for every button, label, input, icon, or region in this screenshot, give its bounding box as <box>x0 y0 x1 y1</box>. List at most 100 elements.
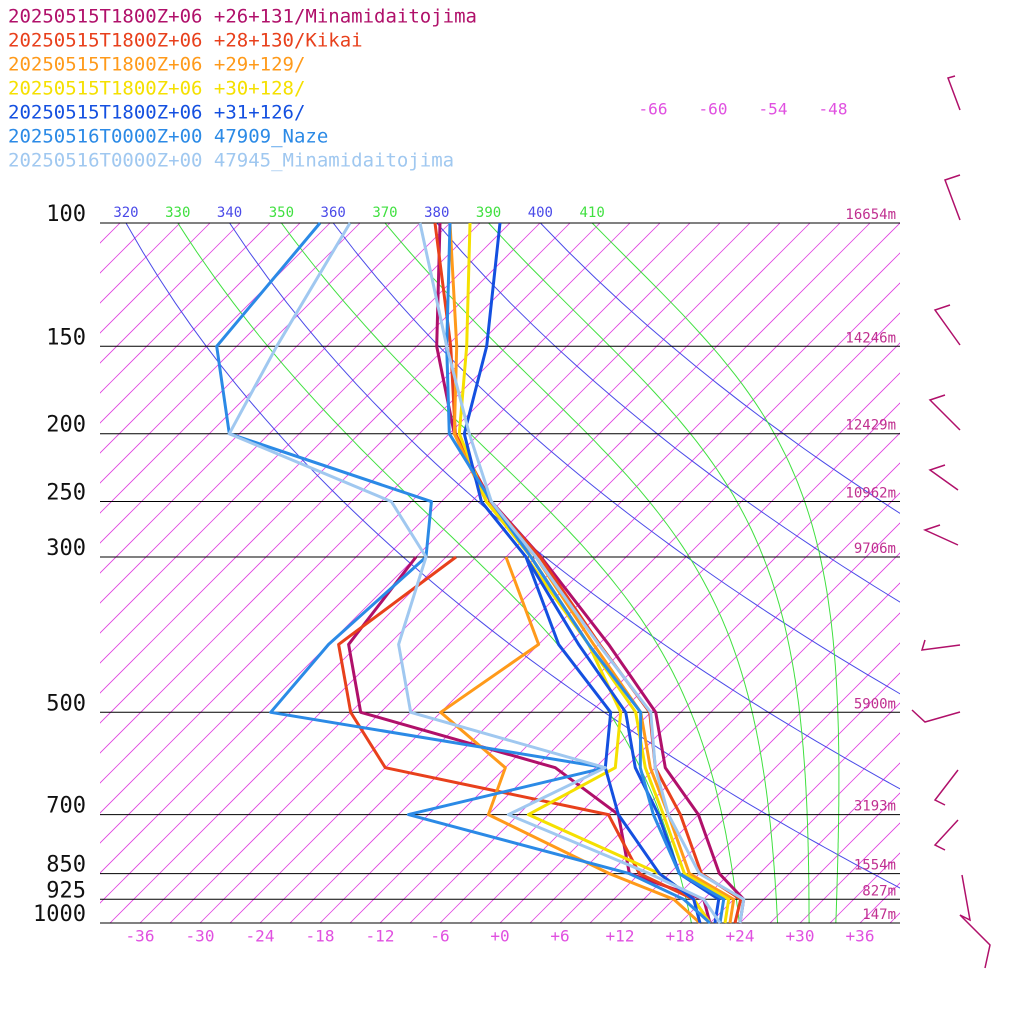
pressure-label: 1000 <box>33 902 86 927</box>
isotherm <box>379 402 900 923</box>
isotherm-label: -54 <box>759 100 788 119</box>
isotherm <box>559 582 900 923</box>
dewpoint-line <box>227 222 722 924</box>
isotherm <box>529 552 900 923</box>
x-tick-label: -24 <box>246 927 275 946</box>
isotherm <box>100 223 541 664</box>
isotherm-label: -60 <box>699 100 728 119</box>
temperature-line <box>435 222 746 924</box>
pressure-label: 300 <box>46 536 86 561</box>
dewpoint-line <box>524 556 702 924</box>
isotherm <box>920 223 1024 923</box>
isotherm <box>100 223 511 634</box>
pressure-label: 700 <box>46 794 86 819</box>
height-label: 5900m <box>854 696 896 712</box>
dry-adiabat <box>540 223 900 514</box>
height-label: 827m <box>862 883 896 899</box>
pressure-label: 850 <box>46 853 86 878</box>
height-label: 12429m <box>845 418 896 434</box>
height-label: 14246m <box>845 330 896 346</box>
isotherm <box>100 223 661 784</box>
height-label: 16654m <box>845 207 896 223</box>
x-tick-label: -36 <box>126 927 155 946</box>
isotherm <box>100 223 691 814</box>
moist-adiabat-label: 410 <box>580 205 605 221</box>
x-tick-label: +0 <box>490 927 509 946</box>
legend-entry: 20250515T1800Z+06 +30+128/ <box>8 78 305 100</box>
moist-adiabat <box>591 223 840 923</box>
pressure-label: 200 <box>46 413 86 438</box>
isotherm <box>100 223 601 724</box>
isotherm <box>100 223 781 904</box>
isotherm <box>100 223 211 334</box>
isotherm <box>409 432 900 923</box>
x-tick-label: +24 <box>726 927 755 946</box>
isotherm <box>0 223 30 923</box>
isotherm <box>100 223 301 424</box>
isotherm <box>799 822 900 923</box>
moist-adiabat-label: 370 <box>372 205 397 221</box>
x-tick-label: -18 <box>306 927 335 946</box>
isotherm <box>739 762 900 923</box>
isotherm <box>589 612 900 923</box>
temperature-line <box>457 222 731 924</box>
isotherm <box>469 492 900 923</box>
isotherm <box>100 223 571 694</box>
isotherm <box>100 223 631 754</box>
dry-adiabat <box>229 223 900 790</box>
moist-adiabat-label: 350 <box>269 205 294 221</box>
isotherm <box>950 223 1024 923</box>
temperature-line <box>448 222 736 924</box>
temperature-line <box>418 222 746 924</box>
dry-adiabat-label: 360 <box>321 205 346 221</box>
isotherm <box>100 223 331 454</box>
pressure-label: 925 <box>46 878 86 903</box>
isotherm <box>259 282 900 923</box>
isotherm <box>709 732 900 923</box>
x-tick-label: +12 <box>606 927 635 946</box>
isotherm <box>169 223 871 923</box>
dry-adiabat-label: 400 <box>528 205 553 221</box>
temperature-line <box>445 222 726 924</box>
legend-entry: 20250515T1800Z+06 +26+131/Minamidaitojim… <box>8 6 477 28</box>
isotherm <box>349 372 900 923</box>
isotherm <box>100 223 421 544</box>
height-label: 10962m <box>845 486 896 502</box>
dry-adiabat-label: 320 <box>113 205 138 221</box>
x-tick-label: -12 <box>366 927 395 946</box>
isotherm <box>100 223 241 364</box>
isotherm-label: -48 <box>819 100 848 119</box>
dry-adiabat-label: 380 <box>424 205 449 221</box>
height-label: 3193m <box>854 799 896 815</box>
isotherm <box>769 792 900 923</box>
isotherm <box>100 223 361 484</box>
isotherm <box>619 642 900 923</box>
isotherm <box>100 223 451 574</box>
isotherm <box>889 912 900 923</box>
pressure-label: 100 <box>46 202 86 227</box>
isotherm <box>100 223 391 514</box>
pressure-label: 500 <box>46 691 86 716</box>
dewpoint-line <box>439 556 702 925</box>
isotherm <box>829 852 900 923</box>
legend-entry: 20250516T0000Z+00 47945_Minamidaitojima <box>8 150 454 172</box>
x-tick-label: -6 <box>430 927 449 946</box>
isotherm <box>100 223 181 304</box>
legend-entry: 20250515T1800Z+06 +28+130/Kikai <box>8 30 363 52</box>
isotherm <box>100 223 751 874</box>
wind-barbs <box>911 75 991 969</box>
pressure-label: 150 <box>46 325 86 350</box>
isotherm <box>499 522 900 923</box>
isotherm <box>649 672 900 923</box>
moist-adiabat-label: 330 <box>165 205 190 221</box>
x-tick-label: +30 <box>786 927 815 946</box>
isotherm <box>229 252 900 923</box>
height-label: 1554m <box>854 858 896 874</box>
isotherm <box>679 702 900 923</box>
isotherm-label: -66 <box>639 100 668 119</box>
height-label: 9706m <box>854 541 896 557</box>
height-label: 147m <box>862 907 896 923</box>
isotherm <box>100 223 271 394</box>
legend-entry: 20250516T0000Z+00 47909_Naze <box>8 126 328 148</box>
